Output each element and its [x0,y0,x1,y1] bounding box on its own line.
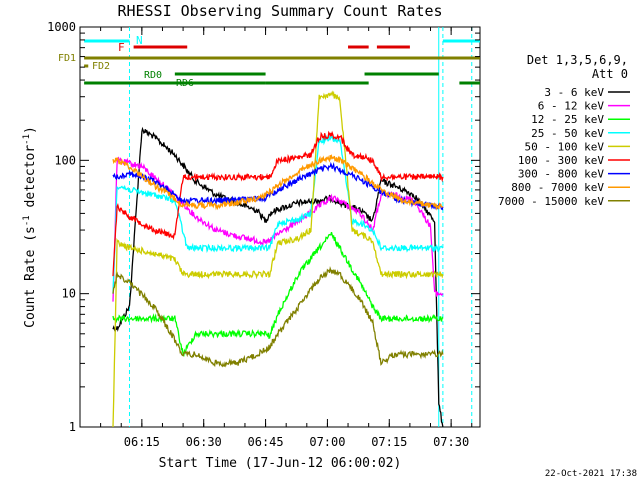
y-axis-label-sup2: -1 [22,134,32,145]
series-line-5 [112,130,444,277]
y-axis-label-mid: detector [23,145,38,216]
x-tick-label-4: 07:15 [371,435,407,449]
y-axis-label-main: Count Rate (s [23,226,38,328]
x-tick-label-1: 06:30 [186,435,222,449]
flag-label-fd1: FD1 [58,53,76,64]
series-line-7 [112,153,444,211]
legend-title-line2: Att 0 [592,67,628,81]
legend-title-line1: Det 1,3,5,6,9, [527,53,628,67]
legend-label-1: 6 - 12 keV [538,100,605,113]
series-line-0 [112,126,444,428]
y-axis-label-sup: -1 [22,215,32,226]
y-axis-label: Count Rate (s-1 detector-1) [22,126,38,328]
footer-timestamp: 22-Oct-2021 17:38 [545,469,637,479]
series-line-4 [112,90,444,428]
legend-label-7: 800 - 7000 keV [511,181,604,194]
flag-label-n: N [136,34,143,47]
legend-label-0: 3 - 6 keV [544,86,604,99]
legend-label-8: 7000 - 15000 keV [498,195,604,208]
x-tick-label-3: 07:00 [309,435,345,449]
flag-label-rd0: RD0 [144,70,162,81]
flag-bars: NF FD1 FD2 RD0 RD6 [58,34,480,89]
x-tick-label-0: 06:15 [124,435,160,449]
x-axis: 06:15 06:30 06:45 07:00 07:15 07:30 [100,27,473,449]
x-tick-label-5: 07:30 [433,435,469,449]
series-line-2 [112,232,444,357]
x-tick-label-2: 06:45 [248,435,284,449]
flag-label-rd6: RD6 [176,78,194,89]
legend-label-3: 25 - 50 keV [531,127,604,140]
series-line-3 [112,134,444,294]
flag-label-f: F [118,41,125,54]
x-axis-label: Start Time (17-Jun-12 06:00:02) [159,456,402,471]
plot-frame [79,26,481,428]
legend-label-5: 100 - 300 keV [518,154,604,167]
y-tick-label-0: 1 [69,420,76,434]
legend-label-2: 12 - 25 keV [531,113,604,126]
chart-title: RHESSI Observing Summary Count Rates [117,2,442,20]
y-tick-label-2: 100 [54,153,76,167]
flag-label-fd2: FD2 [92,61,110,72]
series-group [112,90,444,428]
y-tick-label-3: 1000 [47,20,76,34]
y-axis-label-end: ) [23,126,38,134]
y-tick-label-1: 10 [62,287,76,301]
legend-label-6: 300 - 800 keV [518,168,604,181]
vertical-markers [128,27,473,427]
legend-label-4: 50 - 100 keV [525,140,605,153]
y-axis: 1 10 100 1000 [47,20,480,434]
series-line-8 [112,265,444,368]
